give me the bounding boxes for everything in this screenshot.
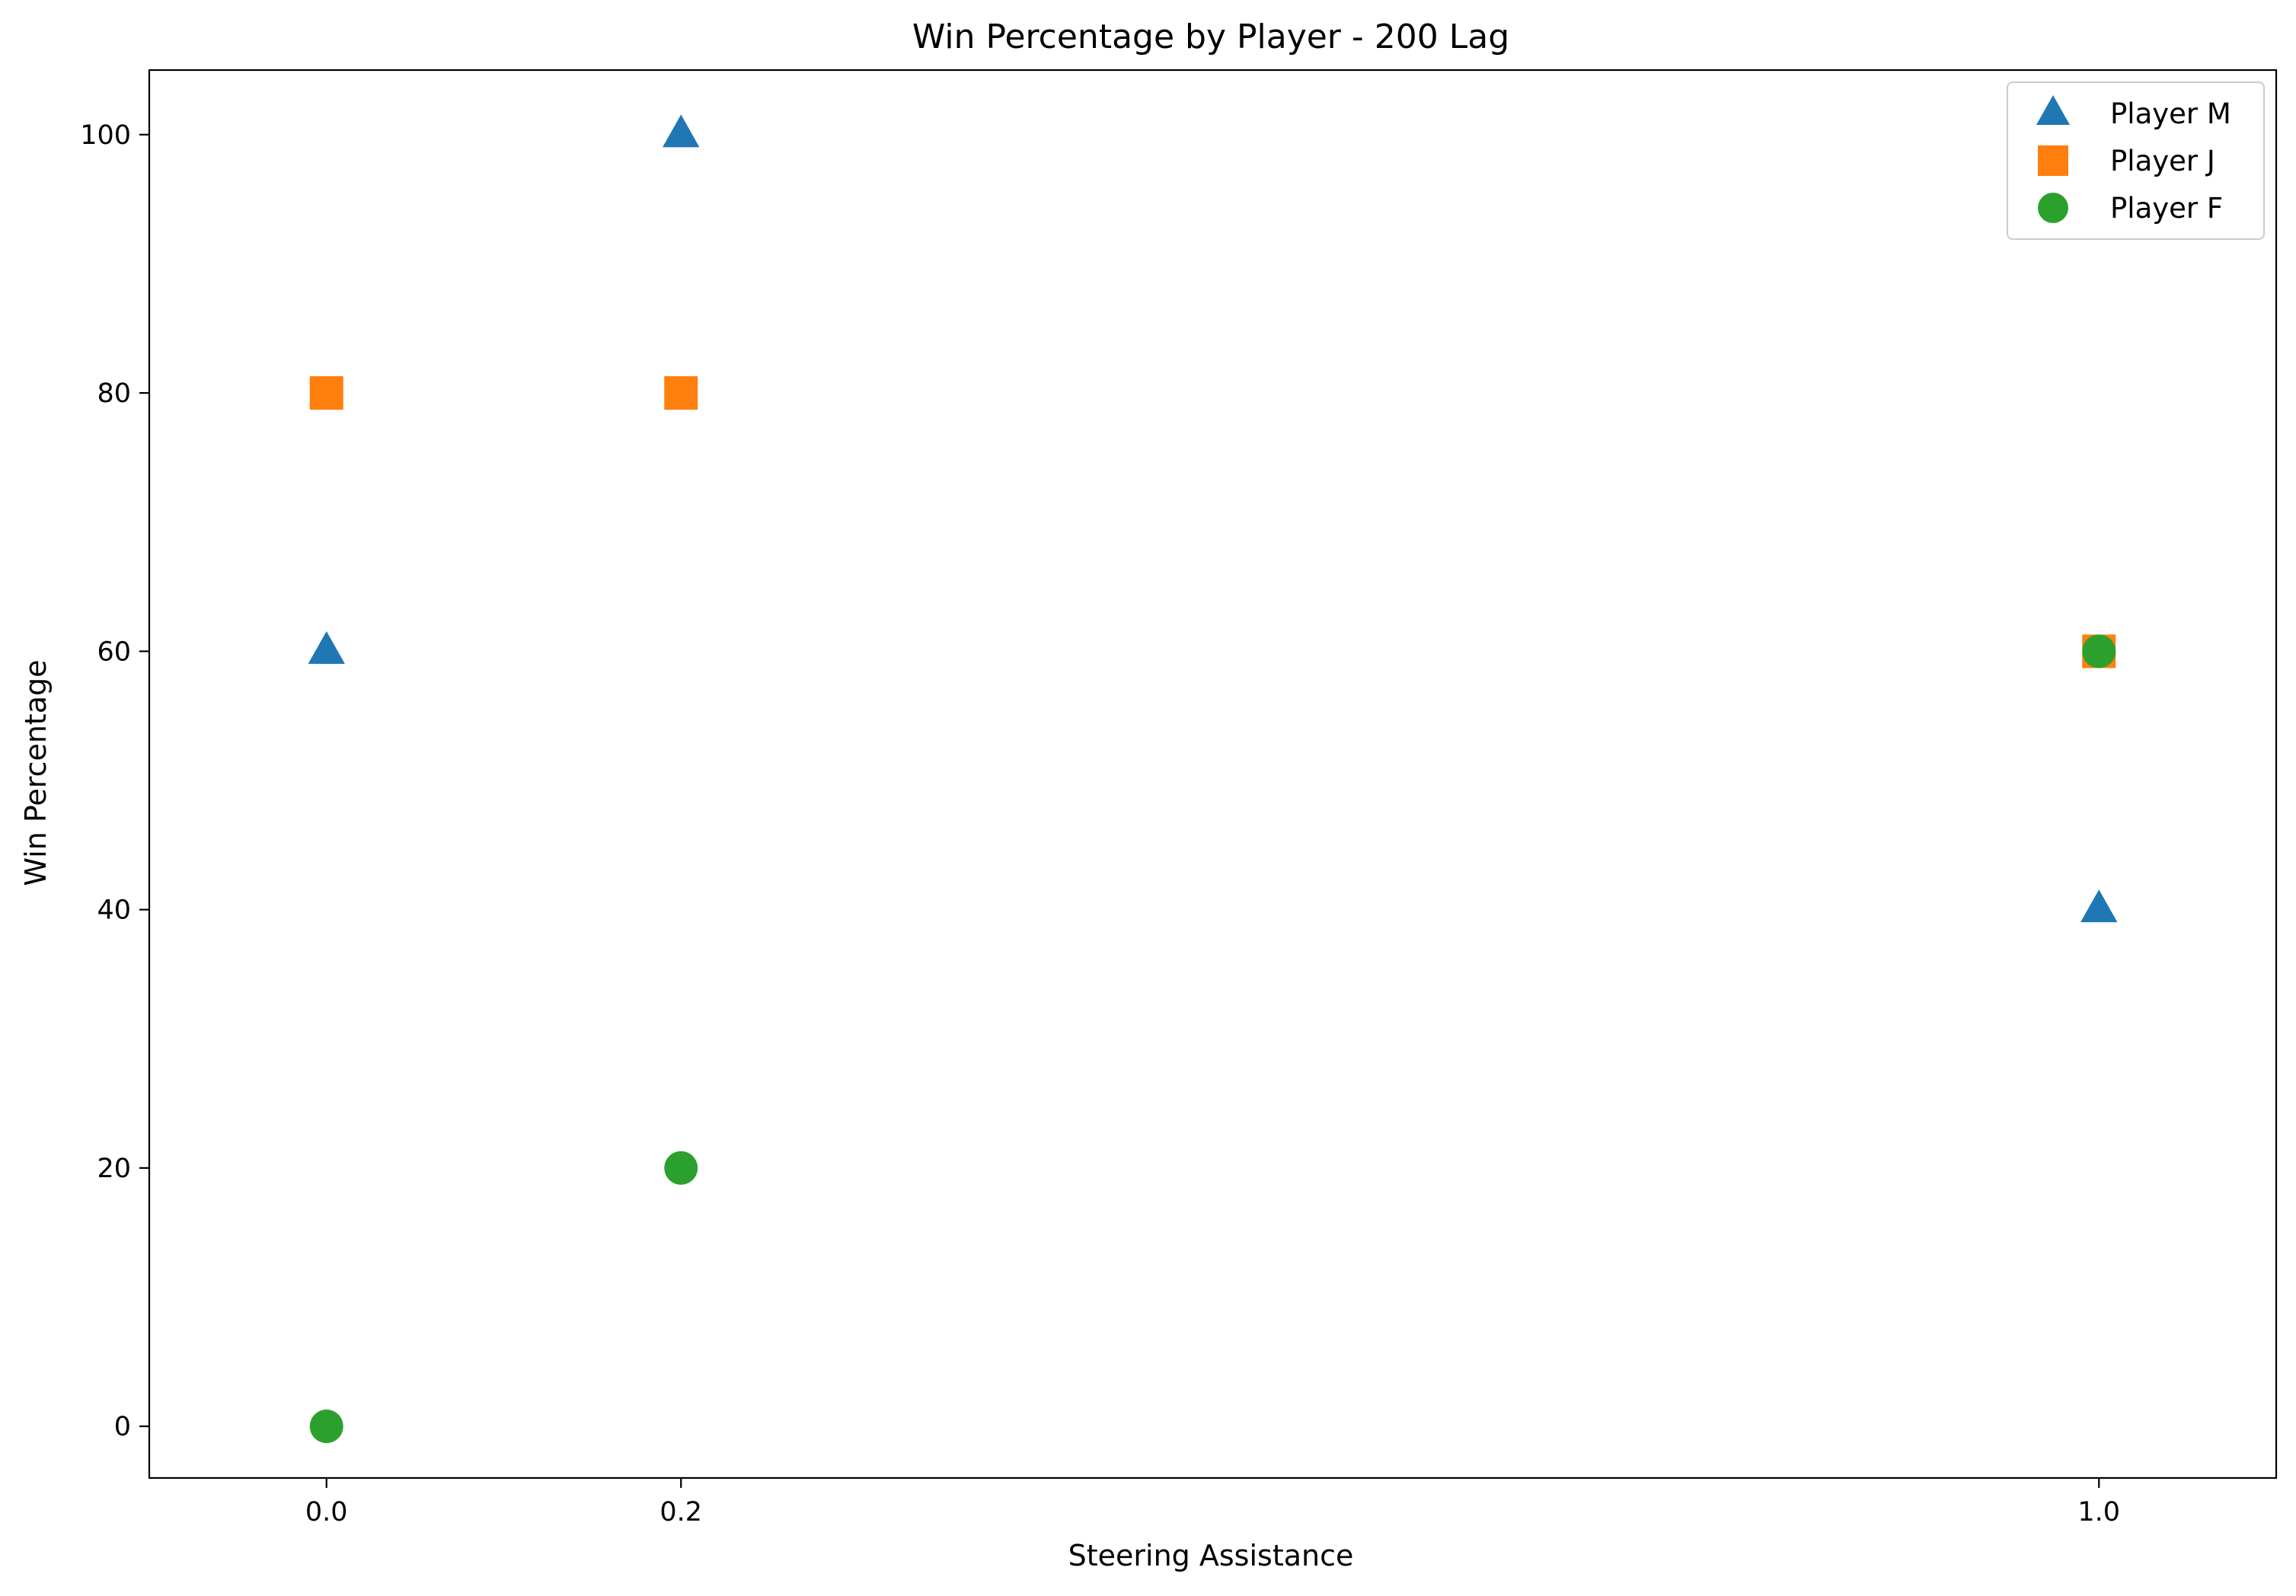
plot-area (148, 69, 2278, 1479)
x-tick-label: 0.0 (305, 1497, 348, 1527)
player-f-point (309, 1409, 343, 1444)
chart-title: Win Percentage by Player - 200 Lag (912, 18, 1509, 56)
player-m-point (663, 114, 700, 148)
legend-marker-player-j (2038, 145, 2068, 176)
y-tick-label: 80 (97, 378, 131, 409)
y-axis-label: Win Percentage (19, 659, 53, 886)
x-tick-label: 0.2 (659, 1497, 702, 1527)
player-m-point (2080, 889, 2118, 923)
plot-frame (148, 69, 2278, 1479)
legend-frame (2007, 81, 2265, 240)
player-m-point (308, 630, 345, 664)
player-f-point (664, 1151, 698, 1185)
legend-label-player-j: Player J (2110, 145, 2215, 177)
y-tick-label: 20 (97, 1154, 131, 1184)
x-axis-label: Steering Assistance (1068, 1539, 1354, 1572)
y-tick-label: 40 (97, 895, 131, 926)
player-j-point (309, 376, 343, 410)
y-tick-label: 60 (97, 637, 131, 667)
y-tick-label: 100 (80, 120, 131, 151)
player-j-point (664, 376, 698, 410)
x-axis: 0.0 0.2 1.0 (305, 1478, 2120, 1527)
y-tick-label: 0 (114, 1412, 131, 1442)
legend-marker-player-m (2036, 95, 2070, 125)
player-f-point (2082, 634, 2116, 669)
legend: Player M Player J Player F (2007, 81, 2265, 240)
legend-label-player-f: Player F (2110, 192, 2223, 225)
legend-label-player-m: Player M (2110, 97, 2231, 130)
x-tick-label: 1.0 (2077, 1497, 2120, 1527)
legend-marker-player-f (2038, 193, 2068, 223)
y-axis: 0 20 40 60 80 100 (80, 120, 149, 1442)
data-markers (308, 114, 2118, 1444)
